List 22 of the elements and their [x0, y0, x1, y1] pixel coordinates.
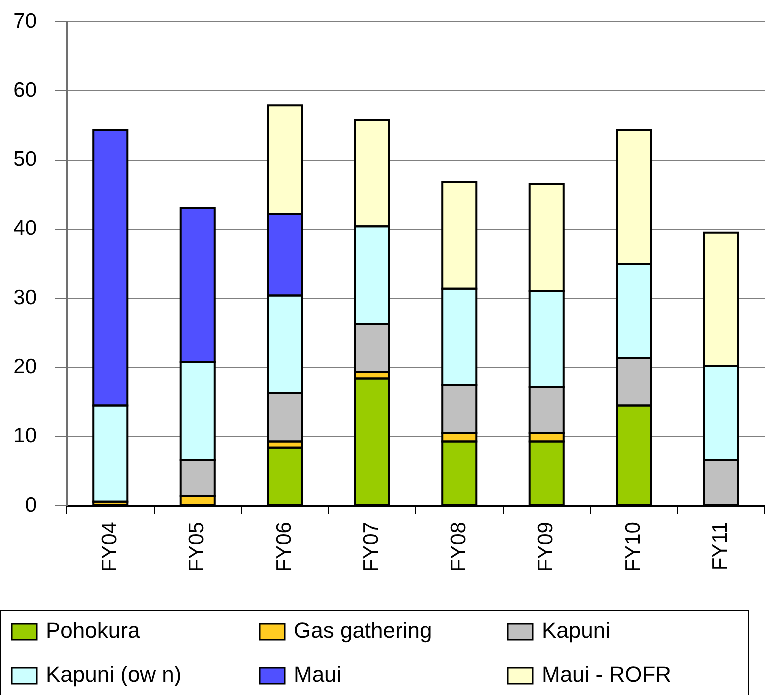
x-tick-label: FY07: [360, 522, 384, 572]
x-tick-label: FY06: [272, 522, 296, 572]
x-tick-label: FY05: [186, 522, 209, 572]
legend-label: Maui - ROFR: [542, 662, 672, 688]
legend-label: Maui: [294, 662, 342, 688]
y-tick-label: 30: [14, 286, 37, 310]
y-tick-label: 40: [14, 217, 37, 240]
legend-label: Kapuni (ow n): [46, 662, 182, 688]
y-tick-label: 50: [14, 148, 37, 172]
y-tick-label: 70: [14, 10, 37, 33]
y-tick-label: 60: [14, 78, 37, 102]
x-tick-label: FY04: [98, 522, 122, 572]
x-tick-label: FY10: [622, 522, 645, 572]
x-tick-label: FY08: [447, 522, 470, 572]
x-tick-label: FY11: [709, 522, 732, 571]
y-tick-label: 20: [14, 356, 37, 379]
y-tick-label: 10: [14, 424, 37, 448]
y-tick-label: 0: [25, 494, 37, 517]
legend-label: Kapuni: [542, 618, 611, 644]
x-tick-label: FY09: [534, 522, 558, 572]
legend-label: Pohokura: [46, 618, 141, 644]
legend-label: Gas gathering: [294, 618, 432, 644]
